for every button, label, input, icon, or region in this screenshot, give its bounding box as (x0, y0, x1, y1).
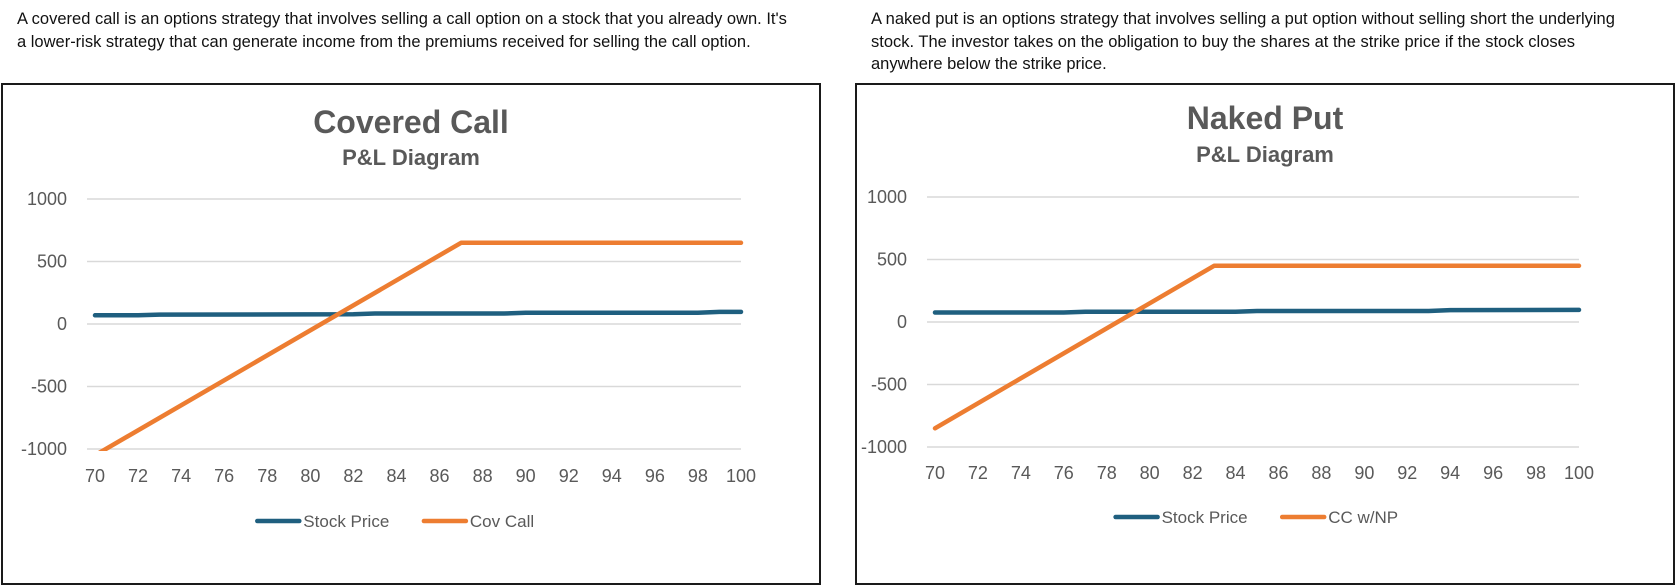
x-tick-label: 94 (1440, 463, 1460, 483)
x-tick-label: 88 (1311, 463, 1331, 483)
legend-label: Stock Price (1162, 508, 1248, 527)
x-tick-label: 76 (1054, 463, 1074, 483)
x-tick-label: 74 (171, 466, 191, 486)
x-tick-label: 74 (1011, 463, 1031, 483)
x-tick-label: 96 (645, 466, 665, 486)
series-line-stock-price (932, 307, 1582, 315)
x-tick-label: 100 (1564, 463, 1594, 483)
x-tick-label: 96 (1483, 463, 1503, 483)
y-tick-label: -1000 (21, 439, 67, 459)
x-tick-label: 82 (1183, 463, 1203, 483)
chart-subtitle: P&L Diagram (342, 145, 480, 170)
x-tick-label: 82 (343, 466, 363, 486)
legend-label: Cov Call (470, 512, 534, 531)
x-tick-label: 98 (1526, 463, 1546, 483)
y-tick-label: 500 (37, 252, 67, 272)
x-tick-label: 84 (1226, 463, 1246, 483)
x-tick-label: 90 (1354, 463, 1374, 483)
covered-call-plot: Covered Call P&L Diagram 1000 500 0 -500 -1000… (21, 104, 756, 531)
naked-put-chart: Naked Put P&L Diagram 1000 500 0 -500 -1000 70 7… (855, 83, 1675, 585)
legend: Stock Price Cov Call (255, 512, 534, 531)
legend-label: Stock Price (303, 512, 389, 531)
covered-call-chart: Covered Call P&L Diagram 1000 500 0 -500 -1000… (1, 83, 821, 585)
y-tick-label: -500 (871, 375, 907, 395)
y-tick-label: 500 (877, 250, 907, 270)
x-tick-label: 70 (85, 466, 105, 486)
y-tick-label: -500 (31, 377, 67, 397)
y-tick-label: 0 (57, 314, 67, 334)
y-tick-label: -1000 (861, 437, 907, 457)
naked-put-description: A naked put is an options strategy that … (871, 10, 1615, 73)
x-tick-label: 72 (968, 463, 988, 483)
series-line-strategy (932, 263, 1582, 431)
chart-subtitle: P&L Diagram (1196, 142, 1334, 167)
x-tick-label: 88 (473, 466, 493, 486)
chart-title: Covered Call (313, 104, 509, 140)
x-tick-label: 98 (688, 466, 708, 486)
x-tick-label: 78 (257, 466, 277, 486)
x-tick-label: 100 (726, 466, 756, 486)
chart-title: Naked Put (1187, 100, 1344, 136)
series-line-stock-price (92, 309, 744, 318)
series-line-strategy (97, 240, 744, 451)
x-tick-label: 86 (430, 466, 450, 486)
x-tick-label: 84 (386, 466, 406, 486)
covered-call-description: A covered call is an options strategy th… (17, 10, 787, 51)
x-tick-label: 78 (1097, 463, 1117, 483)
x-tick-label: 90 (516, 466, 536, 486)
x-tick-label: 92 (1397, 463, 1417, 483)
x-tick-label: 86 (1268, 463, 1288, 483)
legend-label: CC w/NP (1328, 508, 1398, 527)
y-tick-label: 1000 (867, 187, 907, 207)
y-tick-label: 0 (897, 312, 907, 332)
x-tick-label: 70 (925, 463, 945, 483)
y-tick-label: 1000 (27, 189, 67, 209)
legend: Stock Price CC w/NP (1113, 508, 1398, 527)
x-tick-label: 80 (1140, 463, 1160, 483)
naked-put-plot: Naked Put P&L Diagram 1000 500 0 -500 -1000 70 7… (861, 100, 1594, 527)
x-tick-label: 80 (300, 466, 320, 486)
x-tick-label: 94 (602, 466, 622, 486)
x-tick-label: 92 (559, 466, 579, 486)
x-tick-label: 72 (128, 466, 148, 486)
x-tick-label: 76 (214, 466, 234, 486)
